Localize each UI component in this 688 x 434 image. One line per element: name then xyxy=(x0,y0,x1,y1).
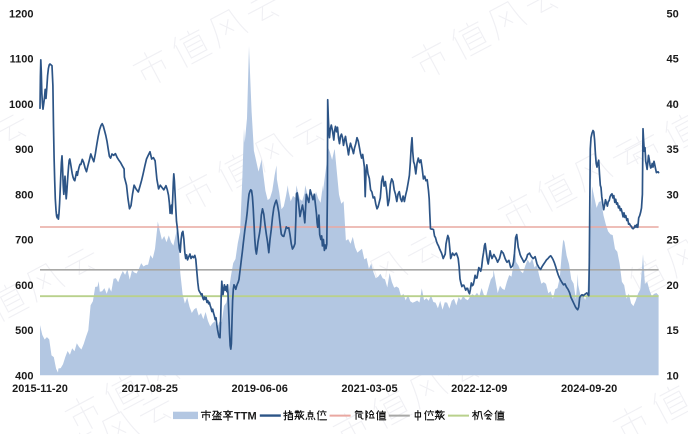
svg-text:35: 35 xyxy=(667,144,679,156)
svg-text:2022-12-09: 2022-12-09 xyxy=(451,383,507,395)
svg-text:1200: 1200 xyxy=(9,8,33,20)
svg-text:20: 20 xyxy=(667,280,679,292)
svg-text:2019-06-06: 2019-06-06 xyxy=(232,383,288,395)
svg-text:2015-11-20: 2015-11-20 xyxy=(12,383,68,395)
svg-text:1100: 1100 xyxy=(10,54,34,66)
svg-text:15: 15 xyxy=(667,325,679,337)
svg-text:800: 800 xyxy=(15,189,33,201)
svg-text:500: 500 xyxy=(15,325,33,337)
svg-text:TTM: TTM xyxy=(234,411,257,423)
svg-text:50: 50 xyxy=(667,8,679,20)
svg-text:400: 400 xyxy=(15,370,33,382)
svg-text:40: 40 xyxy=(667,99,679,111)
svg-text:700: 700 xyxy=(15,235,33,247)
svg-text:900: 900 xyxy=(15,144,33,156)
svg-text:2024-09-20: 2024-09-20 xyxy=(561,383,617,395)
svg-text:45: 45 xyxy=(667,54,679,66)
svg-text:2017-08-25: 2017-08-25 xyxy=(122,383,178,395)
svg-text:2021-03-05: 2021-03-05 xyxy=(341,383,397,395)
svg-text:600: 600 xyxy=(15,280,33,292)
svg-text:25: 25 xyxy=(667,235,679,247)
svg-text:10: 10 xyxy=(667,370,679,382)
svg-text:1000: 1000 xyxy=(9,99,33,111)
svg-text:30: 30 xyxy=(667,189,679,201)
